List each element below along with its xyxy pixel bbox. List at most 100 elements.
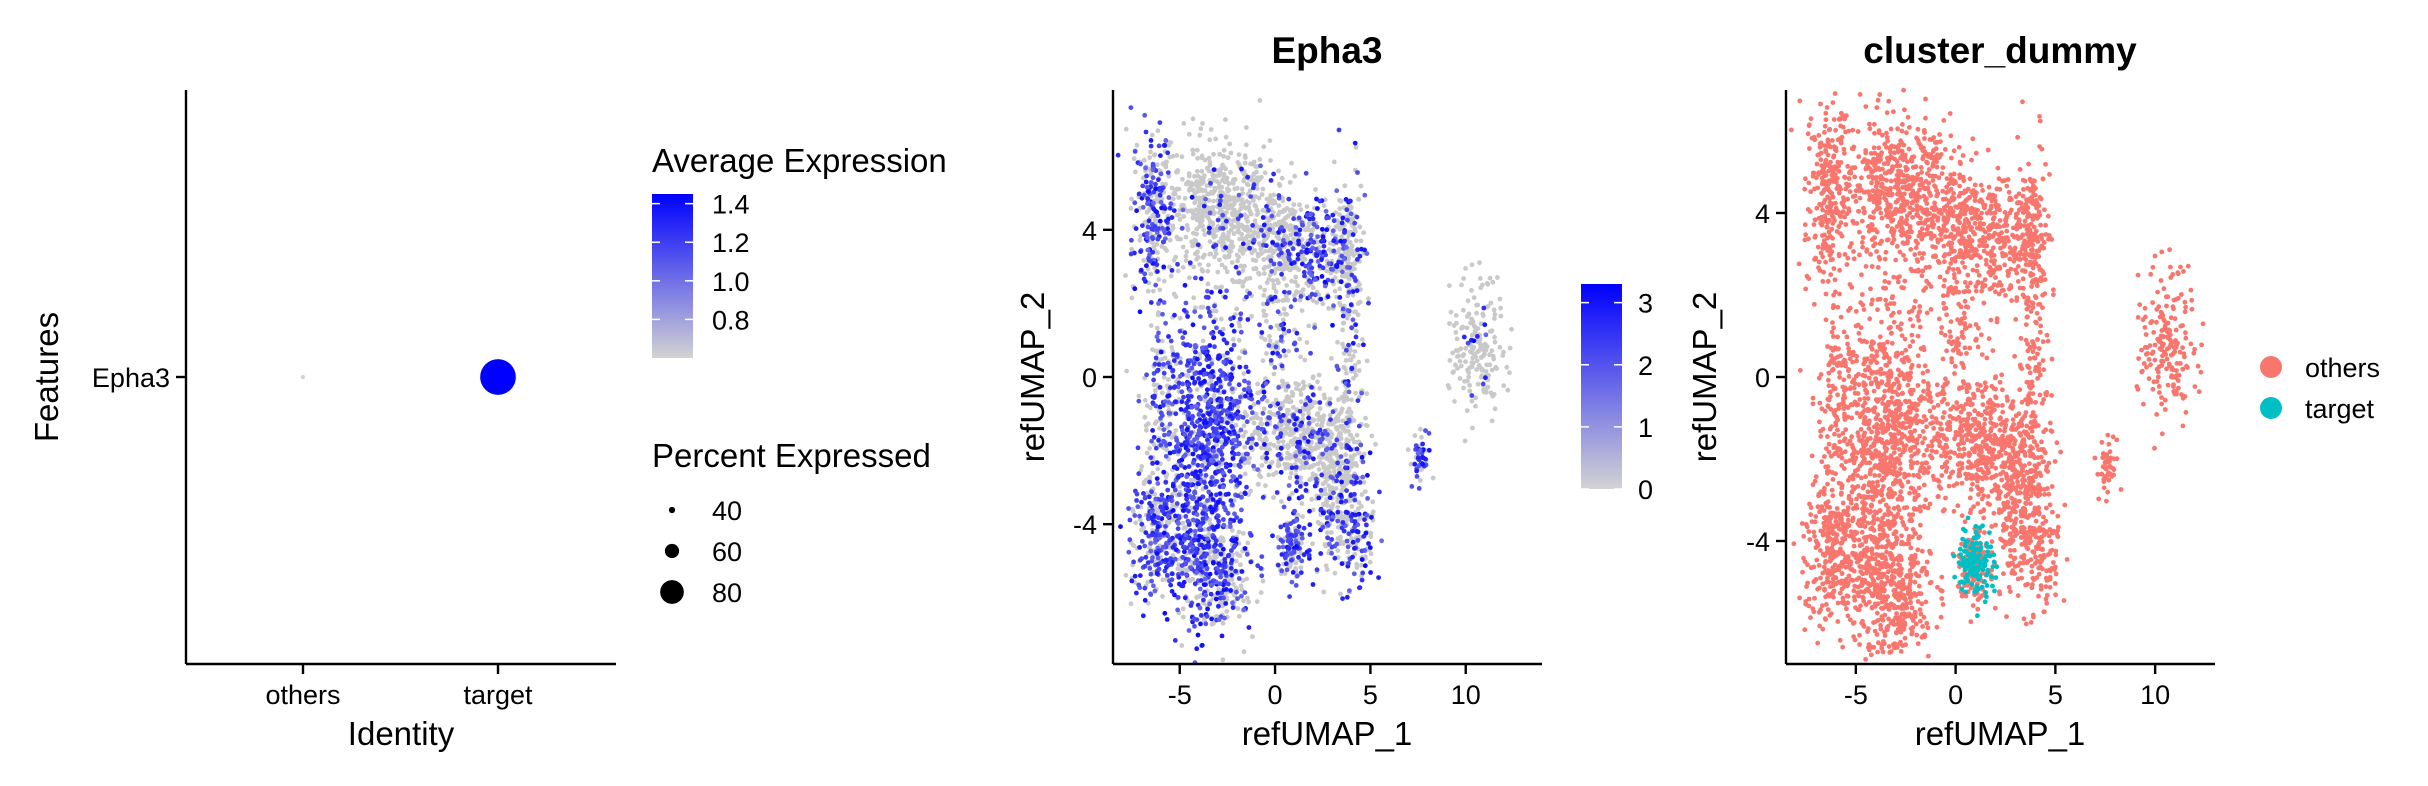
cell-point <box>1309 265 1315 271</box>
cell-point <box>1247 245 1252 251</box>
cell-point <box>1237 441 1242 447</box>
cell-point <box>1346 233 1352 239</box>
cell-point <box>1226 229 1232 235</box>
cell-point <box>1309 496 1315 502</box>
cell-point <box>1507 345 1513 351</box>
cell-point <box>1229 527 1235 533</box>
cell-point <box>1351 439 1357 445</box>
cell-point <box>1369 514 1374 520</box>
cell-point-others <box>1844 262 1850 267</box>
cell-point <box>1133 169 1138 175</box>
cell-point <box>1278 469 1284 475</box>
cell-point-others <box>1831 215 1836 220</box>
cell-point <box>1141 276 1147 282</box>
cell-point <box>1293 532 1299 538</box>
cell-point <box>1150 213 1156 218</box>
cell-point <box>1278 445 1284 451</box>
cell-point <box>1154 325 1160 331</box>
cell-point <box>1473 403 1478 409</box>
cell-point <box>1347 473 1353 479</box>
cell-point <box>1336 433 1342 438</box>
cell-point <box>1309 475 1315 481</box>
cell-point <box>1303 263 1309 269</box>
cell-point <box>1189 505 1194 511</box>
cell-point <box>1186 416 1192 422</box>
cell-point <box>1195 155 1200 161</box>
cell-point <box>1226 430 1232 435</box>
x-tick-label: 0 <box>1268 680 1283 710</box>
cell-point <box>1211 198 1216 204</box>
cell-point <box>1186 464 1192 469</box>
dot-others-epha3 <box>300 374 306 380</box>
cell-point <box>1197 496 1202 502</box>
cell-point-others <box>1817 201 1822 207</box>
cell-point <box>1207 571 1213 577</box>
cell-point <box>1282 241 1288 246</box>
cell-point-others <box>1805 131 1811 137</box>
cell-point <box>1153 388 1158 393</box>
cell-point <box>1162 142 1167 148</box>
cell-point <box>1155 524 1161 530</box>
cell-point <box>1246 436 1252 442</box>
cell-point <box>1221 587 1227 593</box>
cell-point <box>1316 445 1321 450</box>
cell-point <box>1325 523 1331 528</box>
cell-point <box>1262 264 1268 270</box>
avg-legend-tick-label: 1.4 <box>712 190 750 220</box>
cell-point <box>1138 233 1144 239</box>
cell-point <box>1223 134 1229 140</box>
cell-point-others <box>1836 190 1842 196</box>
cell-point <box>1205 536 1210 542</box>
cell-point <box>1229 260 1235 265</box>
cell-point <box>1310 392 1316 398</box>
cell-point <box>1245 540 1251 546</box>
cell-point <box>1260 215 1266 220</box>
cell-point <box>1233 568 1239 574</box>
cell-point <box>1498 305 1503 311</box>
cell-point <box>1261 257 1267 262</box>
cell-point <box>1469 364 1475 370</box>
cell-point <box>1469 262 1475 268</box>
cell-point <box>1324 456 1330 461</box>
cell-point <box>1243 364 1249 370</box>
cell-point <box>1166 400 1172 405</box>
cell-point <box>1279 334 1284 340</box>
cell-point-others <box>1802 222 1808 228</box>
cell-point <box>1251 266 1257 272</box>
cell-point <box>1329 356 1334 361</box>
cell-point <box>1259 463 1265 468</box>
cell-point <box>1212 254 1217 260</box>
dot-plot-y-tick-label: Epha3 <box>92 363 170 393</box>
cell-point <box>1289 465 1295 471</box>
cell-point <box>1224 269 1230 275</box>
cell-point <box>1221 231 1226 237</box>
cell-point <box>1198 276 1204 281</box>
cell-point <box>1405 447 1411 453</box>
cell-point <box>1183 234 1189 240</box>
cell-point <box>1148 541 1153 546</box>
cell-point <box>1236 355 1242 361</box>
cell-point <box>1241 201 1246 207</box>
cell-point <box>1148 571 1154 577</box>
cell-point <box>1217 368 1223 373</box>
cell-point <box>1241 649 1247 655</box>
cell-point <box>1202 576 1208 582</box>
cell-point <box>1264 455 1270 461</box>
cell-point <box>1202 378 1207 384</box>
cell-point <box>1280 544 1286 550</box>
cell-point <box>1350 317 1356 323</box>
cell-point <box>1315 379 1320 385</box>
dot-plot-x-axis-label: Identity <box>348 715 455 752</box>
cell-point <box>1170 374 1176 379</box>
cell-point <box>1169 268 1175 273</box>
cell-point <box>1185 488 1191 494</box>
feature-plot-points <box>1115 98 1514 666</box>
cell-point <box>1335 548 1341 553</box>
cell-point <box>1205 281 1211 287</box>
cluster-plot-points <box>1788 87 2206 662</box>
cell-point <box>1357 480 1363 485</box>
cell-point <box>1228 498 1234 503</box>
cell-point <box>1463 345 1469 351</box>
cell-point <box>1483 332 1489 338</box>
cell-point <box>1290 246 1296 252</box>
